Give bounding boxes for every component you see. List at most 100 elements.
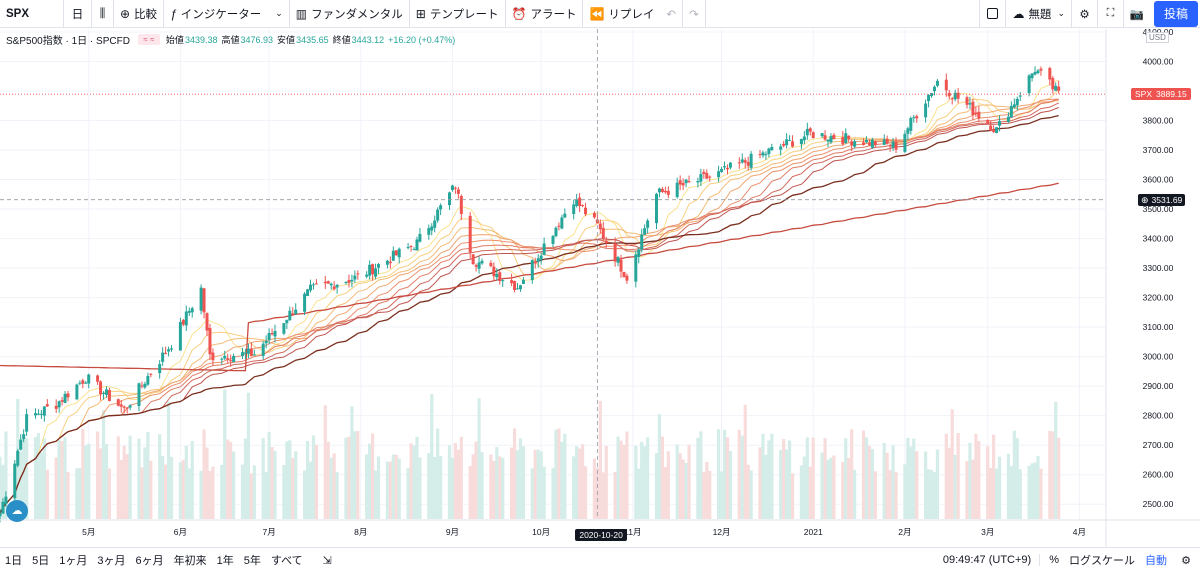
candle-body[interactable]	[791, 141, 795, 147]
candle-body[interactable]	[728, 162, 732, 168]
candle-body[interactable]	[229, 360, 233, 362]
candle-body[interactable]	[853, 141, 857, 147]
candle-body[interactable]	[459, 196, 463, 214]
candle-body[interactable]	[19, 439, 23, 450]
candle-body[interactable]	[226, 358, 230, 360]
candle-body[interactable]	[388, 261, 392, 264]
candle-body[interactable]	[347, 280, 351, 283]
candle-body[interactable]	[882, 139, 886, 145]
candle-body[interactable]	[294, 309, 298, 314]
candle-body[interactable]	[660, 188, 664, 193]
candle-body[interactable]	[146, 376, 150, 385]
candle-body[interactable]	[947, 92, 951, 97]
candle-body[interactable]	[119, 404, 123, 407]
candle-body[interactable]	[998, 121, 1002, 126]
candle-body[interactable]	[427, 228, 431, 235]
candle-body[interactable]	[285, 320, 289, 324]
candle-body[interactable]	[885, 138, 889, 144]
candle-body[interactable]	[1027, 75, 1031, 94]
candle-body[interactable]	[167, 349, 171, 352]
template-button[interactable]: ⊞ テンプレート	[410, 0, 506, 28]
candle-body[interactable]	[705, 172, 709, 179]
candle-body[interactable]	[418, 233, 422, 242]
candle-body[interactable]	[867, 142, 871, 146]
candle-body[interactable]	[944, 79, 948, 91]
candle-body[interactable]	[501, 280, 505, 282]
candle-body[interactable]	[447, 192, 451, 206]
candle-body[interactable]	[826, 139, 830, 142]
candle-body[interactable]	[832, 134, 836, 140]
candle-body[interactable]	[87, 374, 91, 384]
range-button-6[interactable]: 1年	[216, 555, 234, 567]
candle-body[interactable]	[107, 389, 111, 401]
candle-body[interactable]	[371, 264, 375, 275]
chart-settings-button[interactable]: ⚙	[1172, 554, 1200, 567]
range-button-8[interactable]: すべて	[270, 555, 303, 567]
candle-body[interactable]	[474, 265, 478, 267]
candle-body[interactable]	[563, 213, 567, 218]
settings-button[interactable]: ⚙	[1072, 0, 1098, 28]
candle-body[interactable]	[0, 513, 2, 517]
candle-body[interactable]	[1006, 116, 1010, 122]
candle-body[interactable]	[1051, 78, 1055, 90]
candle-body[interactable]	[306, 289, 310, 296]
percent-scale-toggle[interactable]: %	[1049, 554, 1059, 566]
candle-body[interactable]	[326, 281, 330, 284]
candle-body[interactable]	[125, 407, 129, 409]
candle-body[interactable]	[270, 333, 274, 335]
candle-body[interactable]	[785, 139, 789, 146]
candle-body[interactable]	[575, 199, 579, 206]
candle-body[interactable]	[406, 247, 410, 249]
candle-body[interactable]	[891, 141, 895, 148]
candle-body[interactable]	[533, 261, 537, 264]
candle-body[interactable]	[953, 92, 957, 100]
candle-body[interactable]	[450, 185, 454, 191]
candle-body[interactable]	[161, 352, 165, 362]
candlestick-chart[interactable]: 2500.00 2600.00 2700.00 2800.00 2900.00 3000.…	[0, 29, 1200, 547]
candle-body[interactable]	[184, 311, 188, 326]
candle-body[interactable]	[314, 283, 318, 285]
candle-body[interactable]	[329, 283, 333, 286]
candle-body[interactable]	[149, 373, 153, 375]
fullscreen-button[interactable]: ⛶	[1098, 0, 1124, 28]
candle-body[interactable]	[862, 142, 866, 145]
candle-body[interactable]	[498, 272, 502, 282]
candle-body[interactable]	[743, 160, 747, 163]
candle-body[interactable]	[622, 271, 626, 277]
candle-body[interactable]	[935, 80, 939, 86]
candle-body[interactable]	[903, 133, 907, 152]
candle-body[interactable]	[456, 189, 460, 194]
candle-body[interactable]	[749, 153, 753, 168]
candle-body[interactable]	[39, 413, 43, 415]
candle-body[interactable]	[246, 348, 250, 354]
candle-body[interactable]	[311, 284, 315, 286]
candle-body[interactable]	[927, 95, 931, 102]
candle-body[interactable]	[986, 119, 990, 124]
candle-body[interactable]	[471, 254, 475, 265]
price-axis[interactable]	[1106, 29, 1200, 547]
candle-body[interactable]	[956, 92, 960, 99]
candle-body[interactable]	[634, 254, 638, 282]
goto-date-button[interactable]: ⇲	[318, 554, 337, 567]
candle-body[interactable]	[655, 193, 659, 224]
candle-body[interactable]	[158, 364, 162, 374]
candle-body[interactable]	[377, 264, 381, 268]
candle-body[interactable]	[767, 148, 771, 155]
candle-body[interactable]	[560, 217, 564, 229]
candle-body[interactable]	[572, 204, 576, 215]
candle-body[interactable]	[702, 171, 706, 175]
range-button-3[interactable]: 3ヶ月	[97, 555, 126, 567]
candle-body[interactable]	[78, 382, 82, 384]
candle-body[interactable]	[646, 220, 650, 228]
range-button-7[interactable]: 5年	[243, 555, 261, 567]
redo-button[interactable]: ↷	[683, 0, 706, 28]
add-alert-icon[interactable]: ⊕	[1141, 194, 1149, 205]
range-button-2[interactable]: 1ヶ月	[59, 555, 88, 567]
candle-body[interactable]	[4, 496, 8, 505]
candle-body[interactable]	[643, 228, 647, 235]
candle-body[interactable]	[22, 434, 26, 440]
candle-body[interactable]	[273, 331, 277, 337]
candle-body[interactable]	[267, 333, 271, 341]
candle-body[interactable]	[1036, 70, 1040, 74]
candle-body[interactable]	[16, 450, 20, 466]
